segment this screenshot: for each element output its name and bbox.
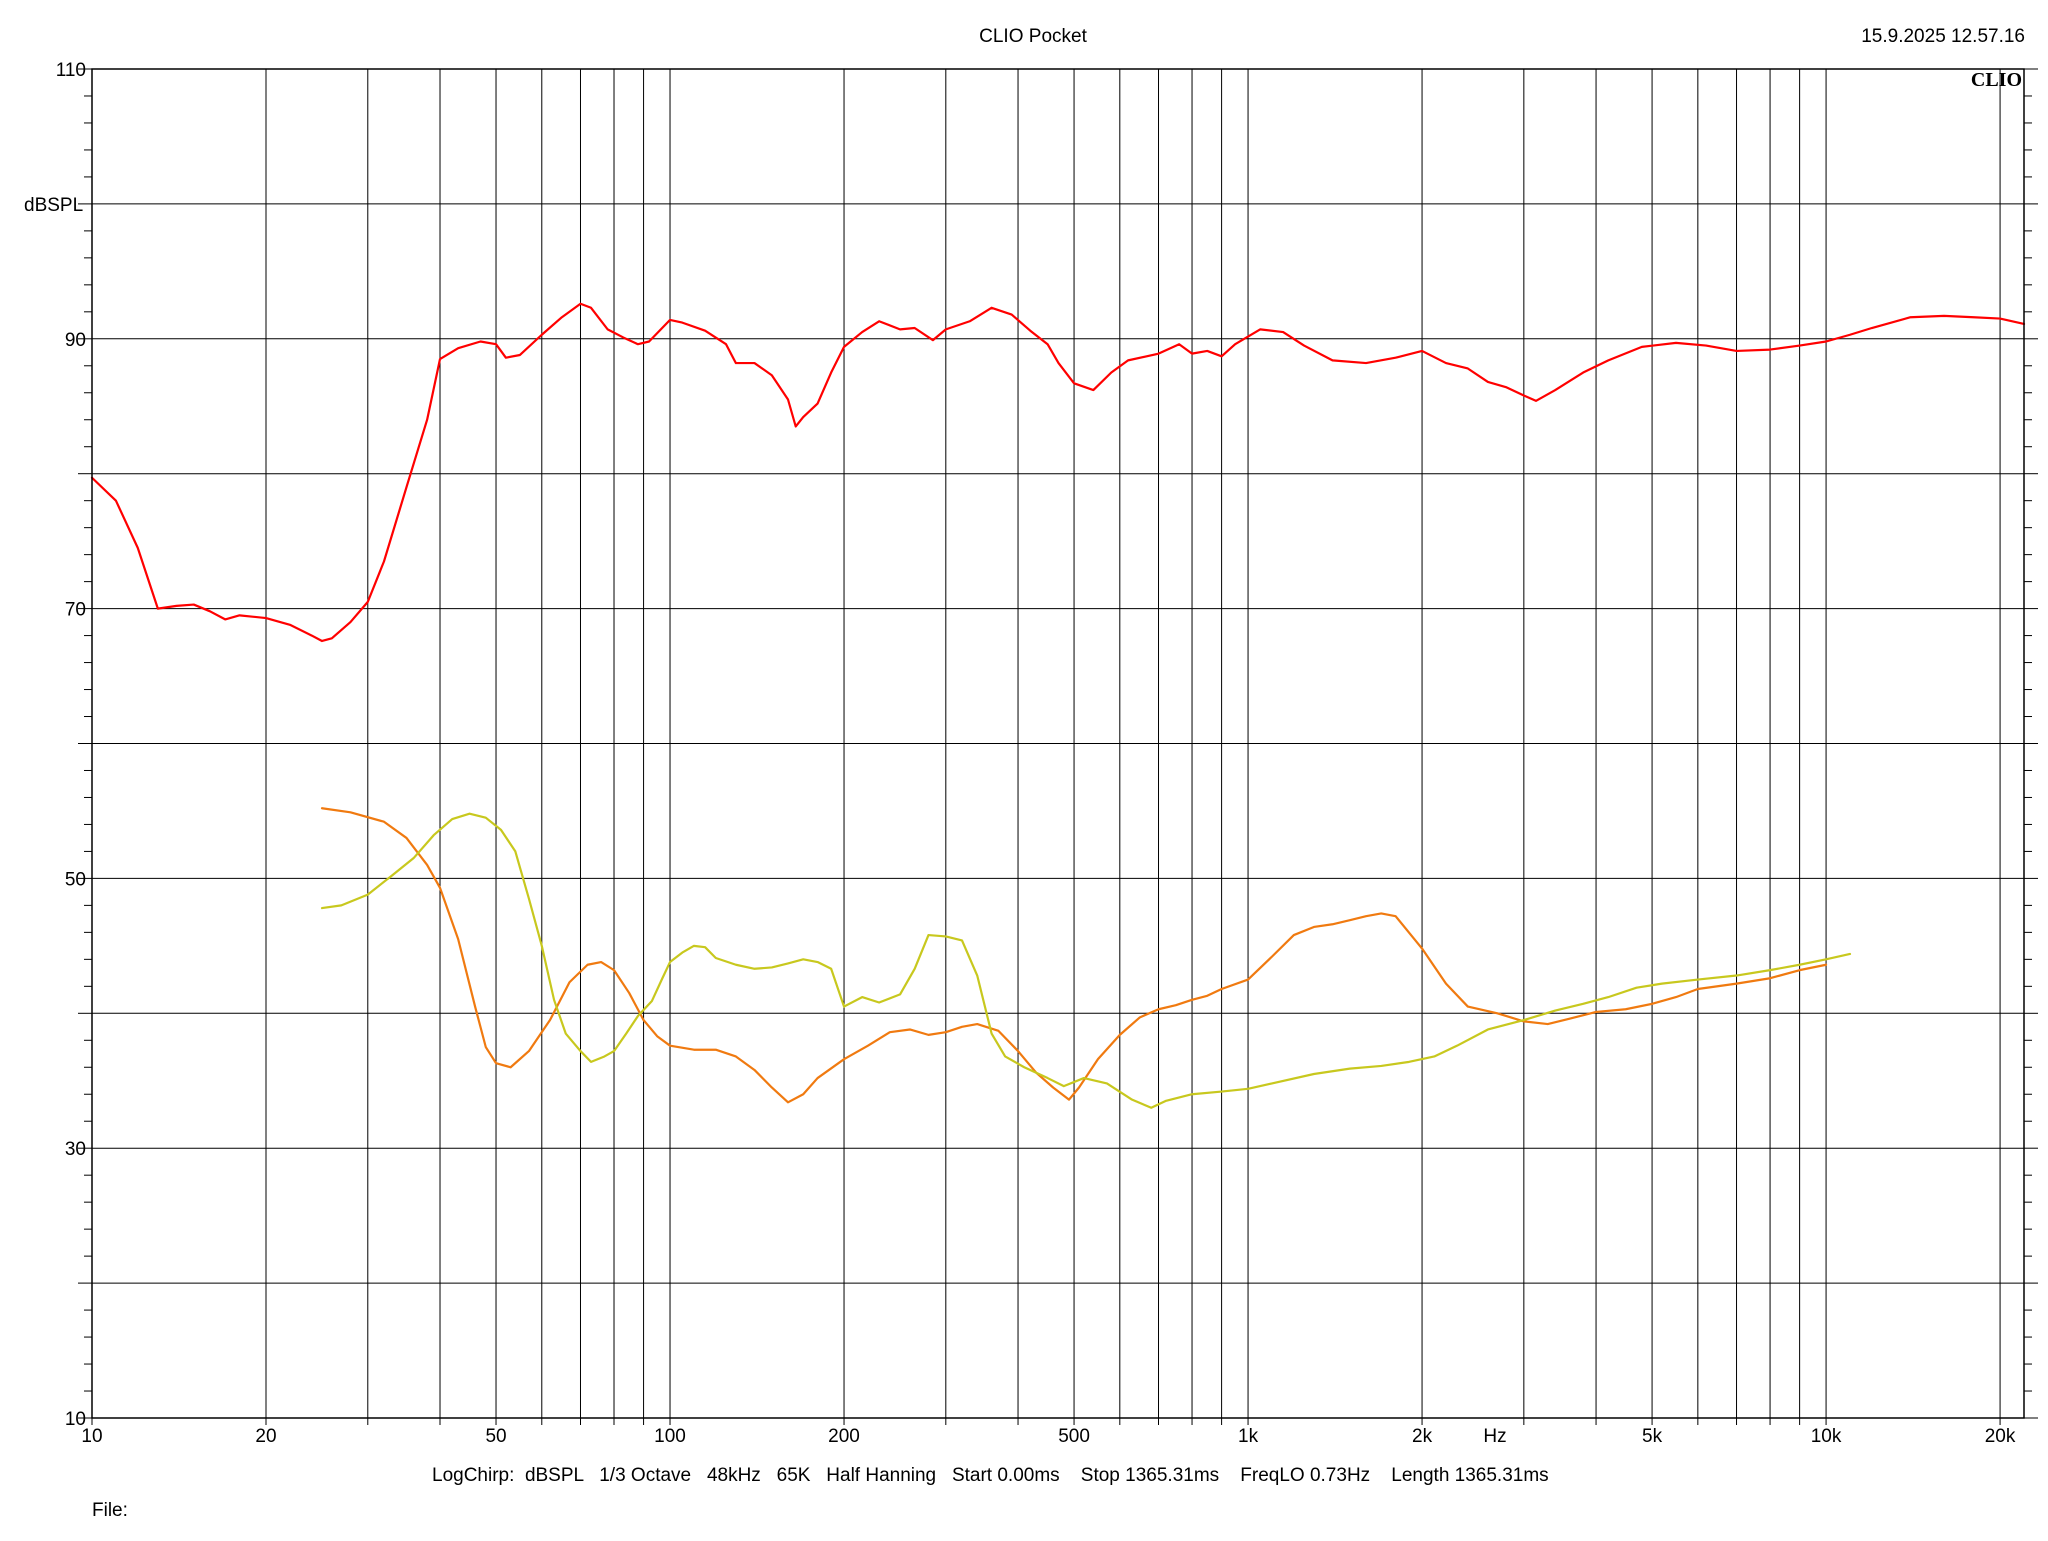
- y-tick-label: 70: [65, 600, 86, 621]
- y-axis-label: dBSPL: [24, 195, 83, 216]
- y-tick-label: 50: [65, 869, 86, 890]
- axis-tick-labels: 10 30 50 70 90 110 10 20 50 100 200 500 1k 2k 5k 10k 20k: [56, 60, 2016, 1447]
- y-tick-label: 10: [65, 1409, 86, 1430]
- grid: [92, 69, 2024, 1418]
- x-tick-label: 20: [255, 1426, 276, 1447]
- x-tick-label: 20k: [1985, 1426, 2016, 1447]
- x-tick-label: 10k: [1811, 1426, 1842, 1447]
- x-tick-label: 1k: [1238, 1426, 1259, 1447]
- x-tick-label: 5k: [1642, 1426, 1663, 1447]
- timestamp: 15.9.2025 12.57.16: [1861, 26, 2025, 47]
- y-tick-label: 90: [65, 330, 86, 351]
- file-label: File:: [92, 1500, 128, 1521]
- y-tick-label: 30: [65, 1139, 86, 1160]
- y-tick-label: 110: [56, 60, 86, 81]
- series-line-1: [90, 302, 2026, 643]
- x-tick-label: 500: [1058, 1426, 1090, 1447]
- series-line-3: [320, 812, 1852, 1109]
- axis-tick-marks: [78, 68, 2038, 1425]
- chart-title: CLIO Pocket: [979, 26, 1087, 47]
- series-layer: [90, 302, 2026, 1109]
- x-tick-label: 50: [485, 1426, 506, 1447]
- measurement-settings: LogChirp: dBSPL 1/3 Octave 48kHz 65K Hal…: [432, 1465, 1549, 1486]
- clio-logo: CLIO: [1971, 69, 2022, 91]
- x-tick-label: 2k: [1412, 1426, 1433, 1447]
- x-tick-label: 200: [828, 1426, 860, 1447]
- series-line-2: [320, 807, 1828, 1104]
- x-tick-label: 10: [81, 1426, 102, 1447]
- x-tick-label: 100: [654, 1426, 686, 1447]
- x-axis-label: Hz: [1483, 1426, 1506, 1447]
